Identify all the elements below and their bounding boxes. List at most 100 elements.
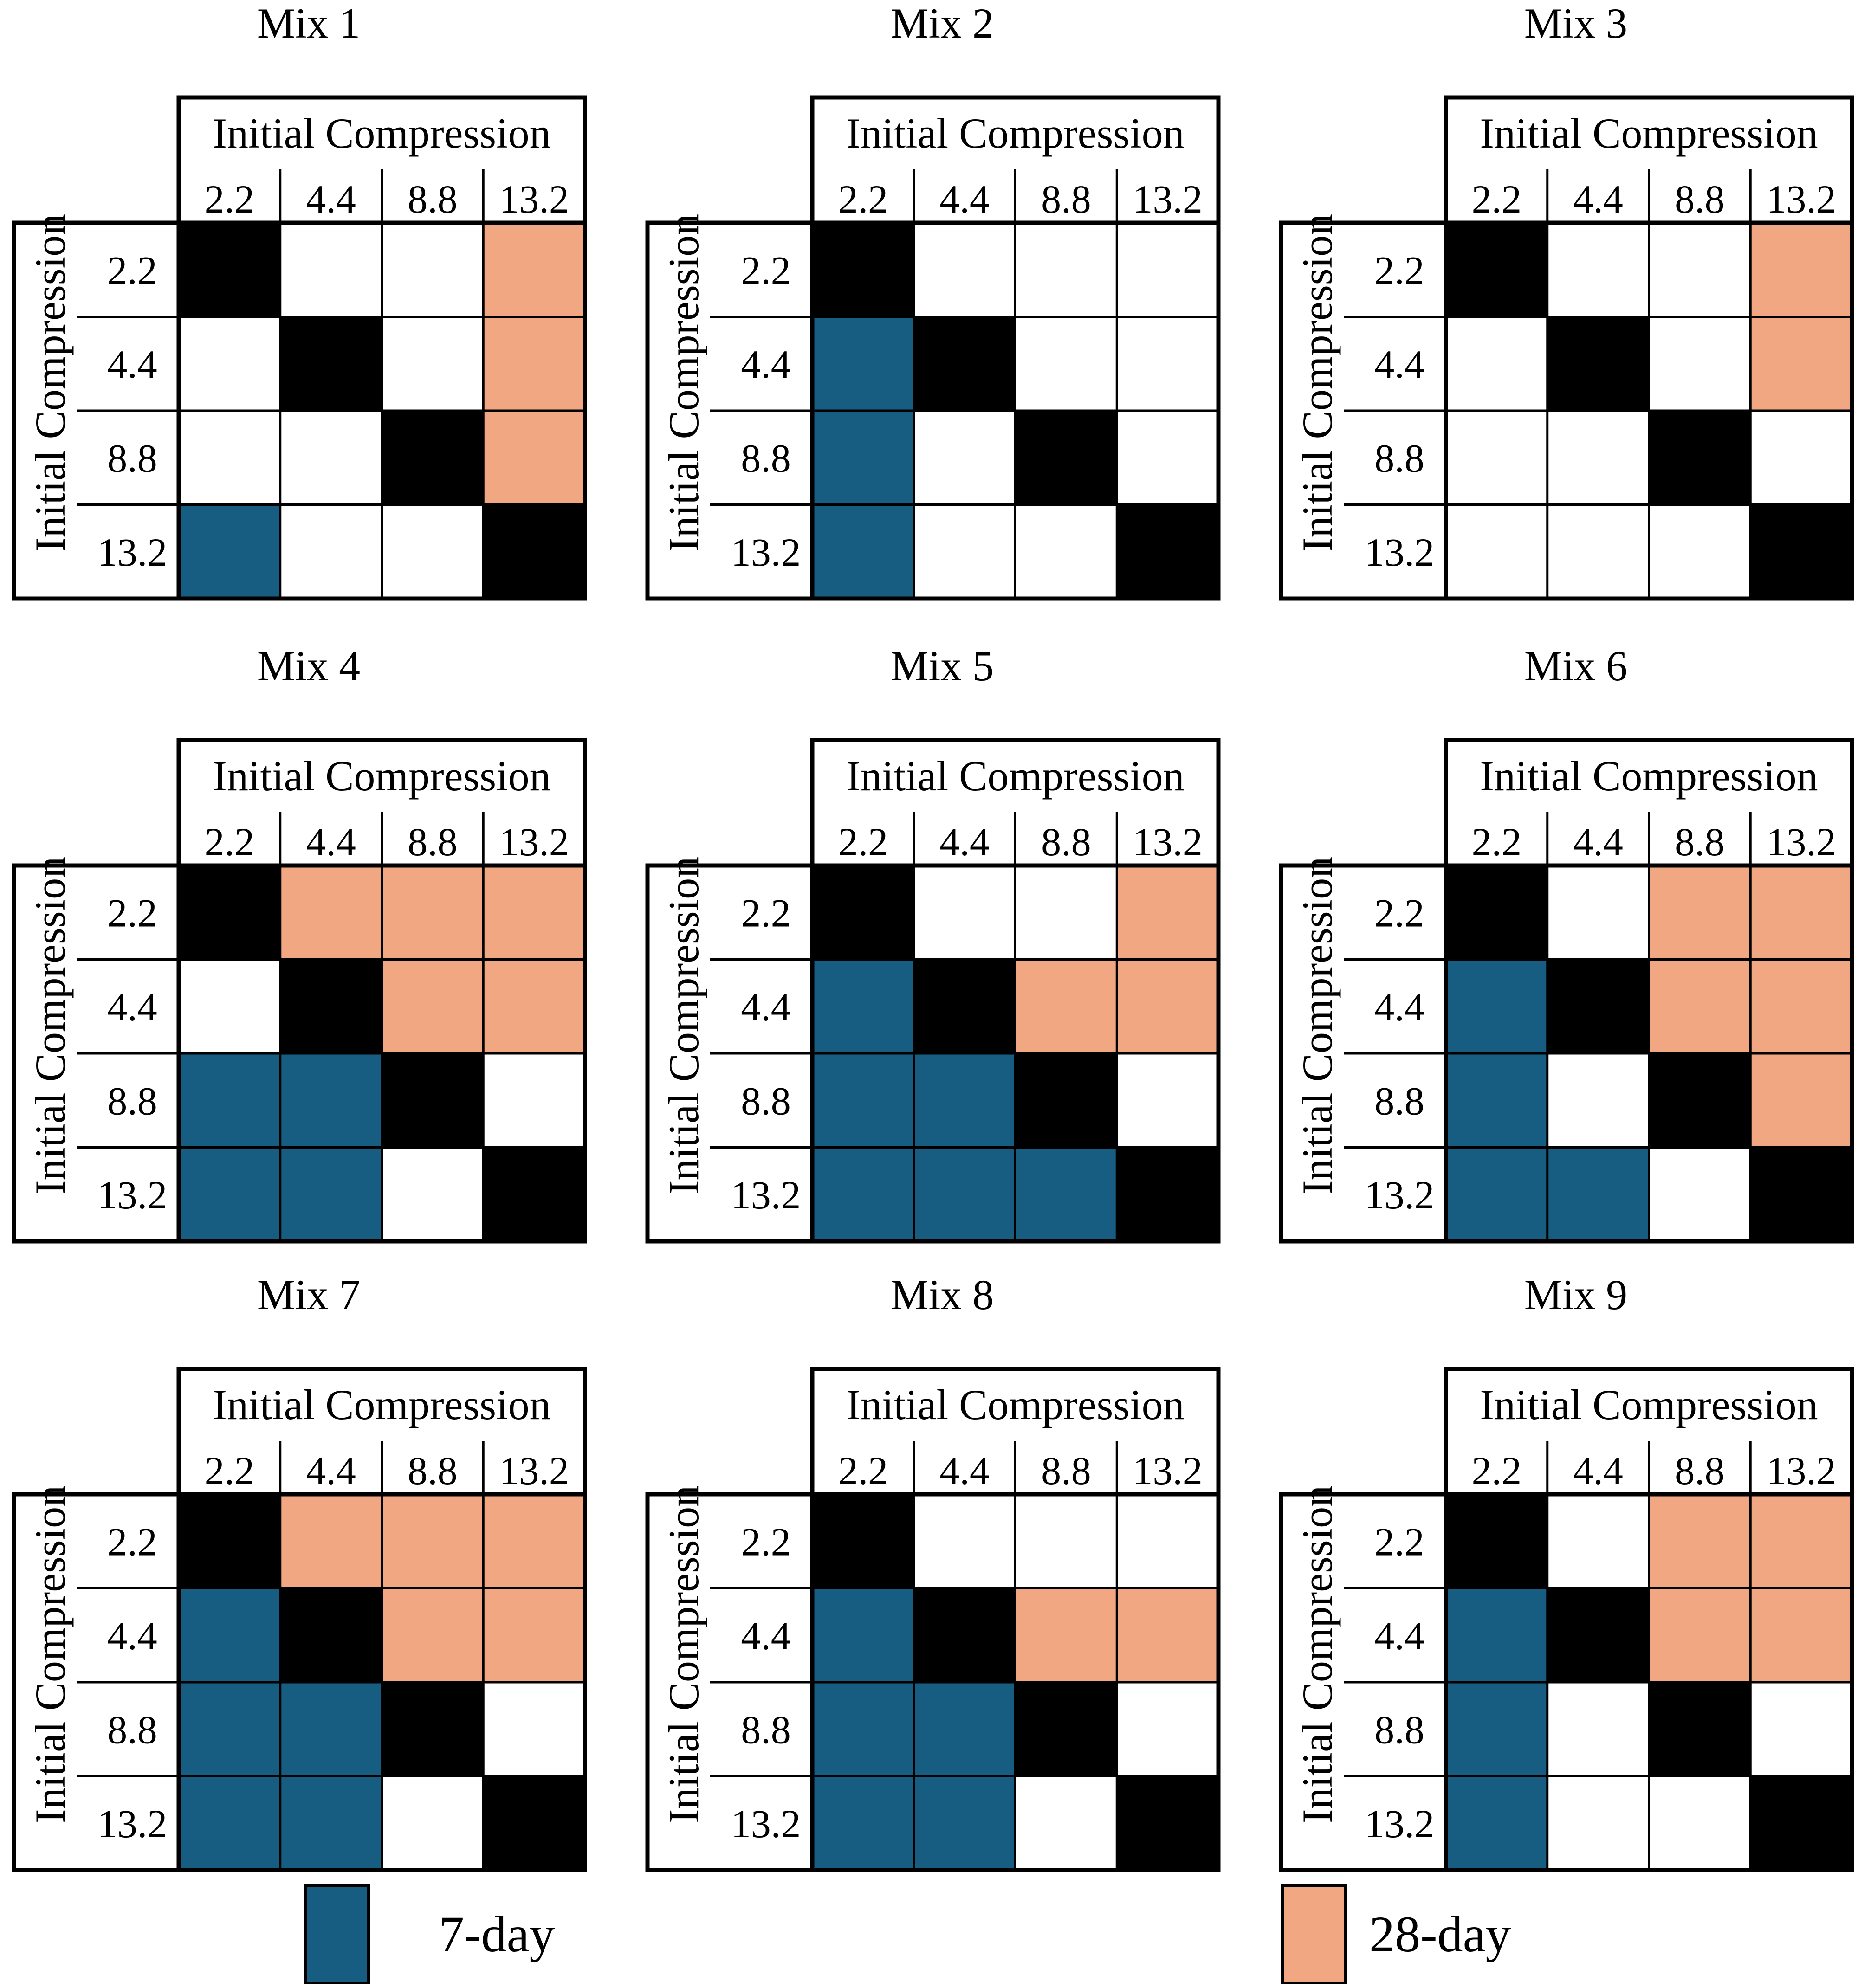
column-tick-label: 8.8 xyxy=(1675,177,1725,221)
heatmap-cell xyxy=(179,1588,280,1682)
heatmap-cell xyxy=(179,865,280,960)
row-tick-label: 8.8 xyxy=(107,436,157,480)
row-tick-label: 4.4 xyxy=(107,342,157,387)
heatmap-cell xyxy=(1547,959,1649,1053)
column-tick-label: 2.2 xyxy=(1472,177,1522,221)
heatmap-cell xyxy=(1015,1588,1117,1682)
heatmap-cell xyxy=(1547,223,1649,317)
heatmap-cell xyxy=(1547,1147,1649,1241)
column-tick-label: 4.4 xyxy=(1573,1448,1623,1493)
heatmap-cell xyxy=(812,411,914,505)
heatmap-cell xyxy=(1015,1494,1117,1588)
legend-twenty-eight-day: 28-day xyxy=(1281,1884,1606,1984)
heatmap-cell xyxy=(179,1494,280,1588)
heatmap-cell xyxy=(913,411,1016,505)
column-tick-label: 13.2 xyxy=(1133,177,1203,221)
heatmap-cell xyxy=(1446,411,1547,505)
heatmap-cell xyxy=(1446,223,1547,317)
heatmap-cell xyxy=(483,1682,585,1776)
heatmap-cell xyxy=(179,223,280,317)
heatmap-cell xyxy=(913,316,1016,411)
row-tick-label: 4.4 xyxy=(1374,985,1424,1029)
heatmap-cell xyxy=(1750,411,1852,505)
row-tick-label: 2.2 xyxy=(107,1519,157,1564)
heatmap-cell xyxy=(812,1776,914,1870)
heatmap-cell xyxy=(382,223,484,317)
heatmap-cell xyxy=(812,1494,914,1588)
heatmap-cell xyxy=(1750,223,1852,317)
heatmap-cell xyxy=(1750,1494,1852,1588)
heatmap-cell xyxy=(1547,1053,1649,1148)
heatmap-cell xyxy=(280,1776,382,1870)
heatmap-cell xyxy=(1750,1682,1852,1776)
heatmap-cell xyxy=(1649,223,1751,317)
heatmap-cell xyxy=(913,1588,1016,1682)
heatmap-grid: Initial Compression 2.2 4.4 8.8 13.2 2.2 4.4 8.… xyxy=(12,95,587,601)
column-tick-label: 8.8 xyxy=(1675,1448,1725,1493)
column-tick-label: 13.2 xyxy=(499,820,569,864)
heatmap-cell xyxy=(1649,1053,1751,1148)
heatmap-cell xyxy=(1750,1588,1852,1682)
heatmap-cell xyxy=(1015,865,1117,960)
heatmap-panel: Mix 2 Initial Compression 2.2 4.4 8.8 13.2 2.2… xyxy=(643,0,1242,603)
heatmap-cell xyxy=(179,1682,280,1776)
heatmap-cell xyxy=(1547,1776,1649,1870)
column-tick-label: 4.4 xyxy=(939,177,990,221)
heatmap-cell xyxy=(812,1682,914,1776)
row-tick-label: 2.2 xyxy=(741,891,791,935)
row-axis-label: Initial Compression xyxy=(660,857,707,1194)
heatmap-cell xyxy=(1547,1588,1649,1682)
heatmap-cell xyxy=(1649,959,1751,1053)
heatmap-cell xyxy=(483,316,585,411)
heatmap-grid: Initial Compression 2.2 4.4 8.8 13.2 2.2 4.4 8.… xyxy=(645,738,1221,1244)
row-tick-label: 8.8 xyxy=(741,1707,791,1752)
column-tick-label: 8.8 xyxy=(1041,1448,1091,1493)
heatmap-cell xyxy=(280,1147,382,1241)
heatmap-cell xyxy=(913,1053,1016,1148)
heatmap-cell xyxy=(382,865,484,960)
heatmap-cell xyxy=(280,411,382,505)
heatmap-cell xyxy=(913,959,1016,1053)
panel-title: Mix 1 xyxy=(257,0,361,47)
heatmap-cell xyxy=(179,411,280,505)
row-tick-label: 4.4 xyxy=(741,985,791,1029)
heatmap-cell xyxy=(1649,316,1751,411)
heatmap-cell xyxy=(179,1147,280,1241)
heatmap-cell xyxy=(913,865,1016,960)
row-tick-label: 4.4 xyxy=(107,1614,157,1658)
row-tick-label: 2.2 xyxy=(1374,1519,1424,1564)
heatmap-cell xyxy=(382,1494,484,1588)
heatmap-cell xyxy=(1015,504,1117,599)
heatmap-cell xyxy=(483,865,585,960)
column-tick-label: 4.4 xyxy=(939,820,990,864)
row-tick-label: 4.4 xyxy=(1374,1614,1424,1658)
heatmap-cell xyxy=(1117,223,1218,317)
panel-title: Mix 5 xyxy=(890,642,994,690)
heatmap-cell xyxy=(1117,865,1218,960)
heatmap-cell xyxy=(1446,1147,1547,1241)
row-tick-label: 4.4 xyxy=(107,985,157,1029)
heatmap-cell xyxy=(382,1053,484,1148)
heatmap-cell xyxy=(812,504,914,599)
column-tick-label: 4.4 xyxy=(306,177,356,221)
heatmap-cell xyxy=(913,1776,1016,1870)
row-tick-label: 4.4 xyxy=(1374,342,1424,387)
heatmap-cell xyxy=(1750,865,1852,960)
heatmap-cell xyxy=(913,1147,1016,1241)
heatmap-cell xyxy=(913,1682,1016,1776)
heatmap-cell xyxy=(1117,1053,1218,1148)
heatmap-panel: Mix 7 Initial Compression 2.2 4.4 8.8 13.2 2.2… xyxy=(9,1272,608,1875)
column-tick-label: 13.2 xyxy=(1133,1448,1203,1493)
heatmap-cell xyxy=(179,316,280,411)
column-tick-label: 2.2 xyxy=(838,177,888,221)
row-tick-label: 13.2 xyxy=(1365,530,1435,574)
heatmap-cell xyxy=(1446,865,1547,960)
heatmap-cell xyxy=(1117,316,1218,411)
column-tick-label: 8.8 xyxy=(408,1448,458,1493)
heatmap-cell xyxy=(913,1494,1016,1588)
row-axis-label: Initial Compression xyxy=(660,1485,707,1823)
column-tick-label: 4.4 xyxy=(1573,820,1623,864)
column-tick-label: 2.2 xyxy=(838,820,888,864)
heatmap-cell xyxy=(1015,1776,1117,1870)
heatmap-cell xyxy=(1446,1682,1547,1776)
